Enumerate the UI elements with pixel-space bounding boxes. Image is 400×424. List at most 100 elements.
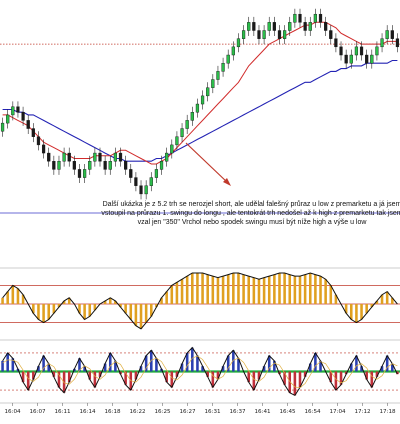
candle-up [313,13,317,23]
annotation-line-3: vzal jen "350" Vrchol nebo spodek swingu… [138,219,368,226]
candle-down [252,22,256,31]
candle-down [365,54,369,64]
candle-up [354,46,359,56]
candle-up [221,62,225,72]
candle-down [257,30,261,39]
candle-down [134,177,138,186]
candle-up [165,152,169,162]
candle-down [129,169,133,178]
candle-down [36,136,41,146]
x-tick-label: 16:04 [4,409,21,415]
candle-up [247,22,251,31]
candle-up [206,87,210,97]
candle-down [52,161,56,170]
candle-up [93,152,97,162]
candle-up [349,54,353,64]
candle-up [283,30,287,39]
candle-up [170,144,174,154]
candle-up [149,177,153,186]
candle-up [375,46,379,56]
arrow-line [185,142,229,184]
candle-up [236,38,241,48]
candle-up [57,161,61,170]
candle-up [185,120,189,129]
candle-down [298,13,302,23]
candle-up [370,54,374,64]
annotation-line-2: vstoupil na průrazu 1. swingu do longu ,… [101,209,400,217]
candle-down [118,152,123,162]
candle-down [303,22,307,31]
candle-up [267,22,271,31]
candle-up [380,38,384,48]
candle-up [6,114,10,124]
x-tick-label: 16:37 [229,409,246,415]
arrow-head [223,178,231,186]
candle-down [21,112,25,121]
candle-down [16,106,20,113]
candle-up [144,185,148,195]
x-tick-label: 17:18 [379,409,396,415]
candle-up [113,152,117,162]
candle-down [334,38,338,48]
candle-up [288,22,292,31]
candle-down [318,13,323,23]
candle-up [83,169,87,178]
x-tick-label: 16:45 [279,409,296,415]
candle-down [329,30,333,39]
x-tick-label: 16:41 [254,409,271,415]
candle-up [154,169,159,178]
candle-up [385,30,389,39]
candle-down [390,30,394,39]
candle-down [359,46,364,56]
candle-up [108,161,112,170]
candle-up [262,30,266,39]
candle-down [339,46,343,56]
candle-up [195,103,200,113]
candle-down [103,161,107,170]
x-tick-label: 16:18 [104,409,121,415]
osc-line [2,272,398,330]
x-tick-label: 16:31 [204,409,221,415]
candle-down [31,128,35,137]
candle-down [324,22,328,31]
x-tick-label: 16:22 [129,409,145,415]
candle-up [241,30,246,39]
candle-down [67,152,71,162]
candle-down [139,185,143,195]
candle-down [395,38,400,48]
candle-up [211,79,215,88]
candle-up [159,161,164,170]
candle-up [11,106,15,116]
candle-up [0,122,5,132]
x-tick-label: 17:04 [329,409,346,415]
candle-down [124,161,128,170]
candle-down [41,144,46,154]
candle-up [231,46,235,56]
x-tick-label: 17:12 [354,409,370,415]
candle-down [47,152,51,162]
x-tick-label: 16:14 [79,409,96,415]
x-tick-label: 16:54 [304,409,321,415]
candle-up [308,22,312,31]
x-tick-label: 16:27 [179,409,196,415]
candle-up [293,13,297,23]
x-tick-label: 16:11 [54,409,71,415]
candle-down [72,161,76,170]
candle-up [175,136,179,146]
candle-down [98,152,102,162]
candle-down [344,54,348,64]
candle-up [88,161,92,170]
candle-down [272,22,276,31]
candle-up [200,95,205,105]
candle-up [62,152,66,162]
candle-down [77,169,82,178]
candle-down [277,30,282,39]
candle-up [190,112,194,121]
candle-up [180,128,184,137]
candle-up [226,54,230,64]
candle-up [216,71,220,80]
annotation-line-1: Další ukázka je z 5.2 trh se nerozjel sh… [103,200,400,208]
